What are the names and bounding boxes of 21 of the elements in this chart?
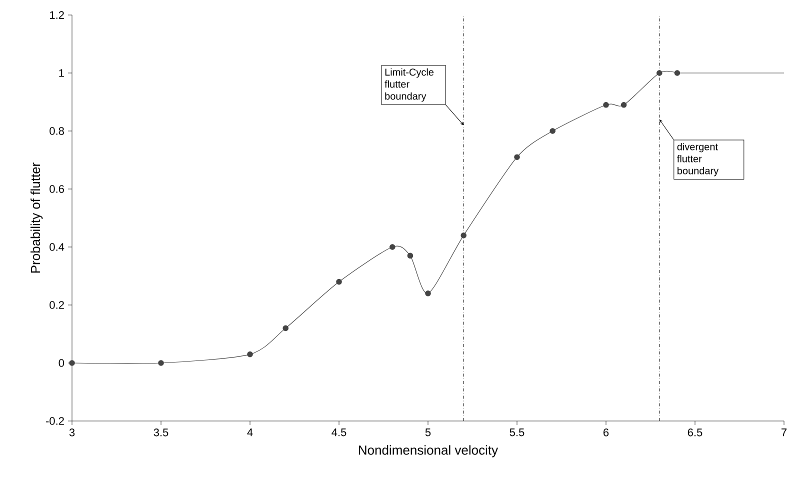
ref-line-label: Limit-Cycle flutter boundary xyxy=(384,68,434,102)
y-tick-label: 1 xyxy=(59,69,64,77)
y-axis-title: Probability of flutter xyxy=(30,162,43,273)
y-tick-label: 0.4 xyxy=(50,243,64,251)
x-tick-label: 5 xyxy=(425,428,431,436)
y-tick-label: -0.2 xyxy=(46,417,64,425)
x-tick-label: 3 xyxy=(69,428,75,436)
x-tick-label: 4.5 xyxy=(332,428,346,436)
y-tick-label: 0.2 xyxy=(50,301,64,309)
y-tick-label: 0 xyxy=(58,359,64,367)
x-axis-title: Nondimensional velocity xyxy=(358,445,498,458)
x-tick-label: 4 xyxy=(247,428,253,436)
x-tick-label: 7 xyxy=(782,428,787,436)
y-tick-label: 0.6 xyxy=(50,185,64,193)
ref-line-label: divergent flutter boundary xyxy=(677,142,719,176)
x-tick-label: 5.5 xyxy=(510,428,524,436)
x-tick-label: 3.5 xyxy=(154,428,168,436)
x-tick-label: 6 xyxy=(604,428,609,436)
x-tick-label: 6.5 xyxy=(688,428,702,436)
y-tick-label: 0.8 xyxy=(50,127,64,135)
y-tick-label: 1.2 xyxy=(50,11,64,19)
